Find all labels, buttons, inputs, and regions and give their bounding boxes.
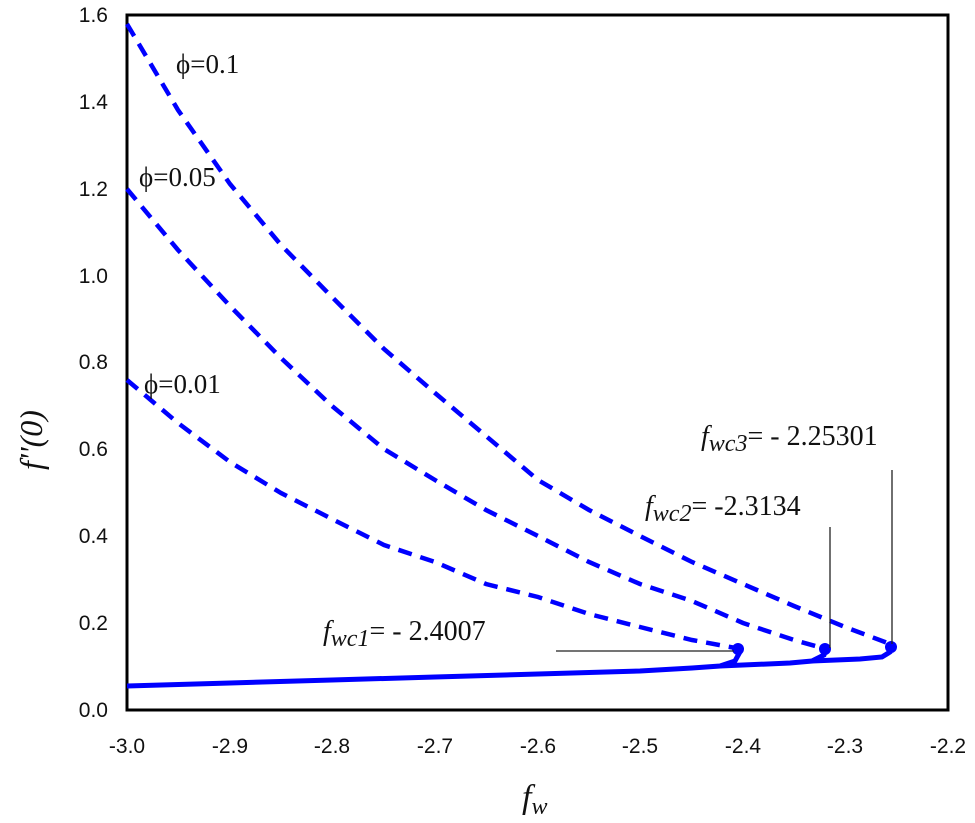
plot-area [125, 13, 950, 712]
x-axis-ticks: -3.0 -2.9 -2.8 -2.7 -2.6 -2.5 -2.4 -2.3 … [109, 735, 966, 758]
label-phi-0.01: ϕ=0.01 [144, 369, 221, 399]
y-tick: 1.4 [79, 91, 109, 114]
x-axis-label: fw [522, 779, 547, 820]
x-tick: -2.9 [212, 735, 248, 758]
critical-point-1 [732, 643, 744, 655]
x-tick: -2.2 [930, 735, 966, 758]
label-phi-0.05: ϕ=0.05 [139, 162, 216, 192]
critical-points [732, 641, 897, 655]
y-tick: 1.6 [79, 4, 108, 27]
curve-phi-0.01 [125, 378, 742, 652]
y-tick: 0.8 [79, 351, 108, 374]
x-tick: -2.8 [314, 735, 350, 758]
curve-phi-0.1 [125, 22, 894, 648]
curve-phi-0.05 [125, 187, 827, 652]
dashed-curves [125, 22, 894, 652]
y-tick: 0.0 [79, 699, 108, 722]
y-tick: 1.0 [79, 265, 108, 288]
label-fwc3: fwc3= - 2.25301 [701, 421, 878, 457]
label-fwc1: fwc1= - 2.4007 [323, 616, 486, 652]
y-tick: 0.4 [79, 525, 109, 548]
x-tick: -2.4 [725, 735, 762, 758]
critical-point-2 [819, 643, 831, 655]
y-tick: 0.6 [79, 438, 108, 461]
y-tick: 1.2 [79, 178, 108, 201]
x-tick: -2.3 [827, 735, 863, 758]
y-tick: 0.2 [79, 612, 108, 635]
y-axis-label: f''(0) [13, 410, 49, 470]
x-tick: -2.6 [520, 735, 556, 758]
critical-point-3 [885, 641, 897, 653]
x-tick: -3.0 [109, 735, 145, 758]
label-fwc2: fwc2= -2.3134 [645, 491, 801, 527]
leader-lines [556, 470, 893, 652]
label-phi-0.1: ϕ=0.1 [176, 49, 239, 79]
x-tick: -2.7 [417, 735, 453, 758]
y-axis-ticks: 0.0 0.2 0.4 0.6 0.8 1.0 1.2 1.4 1.6 [79, 4, 109, 722]
x-tick: -2.5 [622, 735, 658, 758]
